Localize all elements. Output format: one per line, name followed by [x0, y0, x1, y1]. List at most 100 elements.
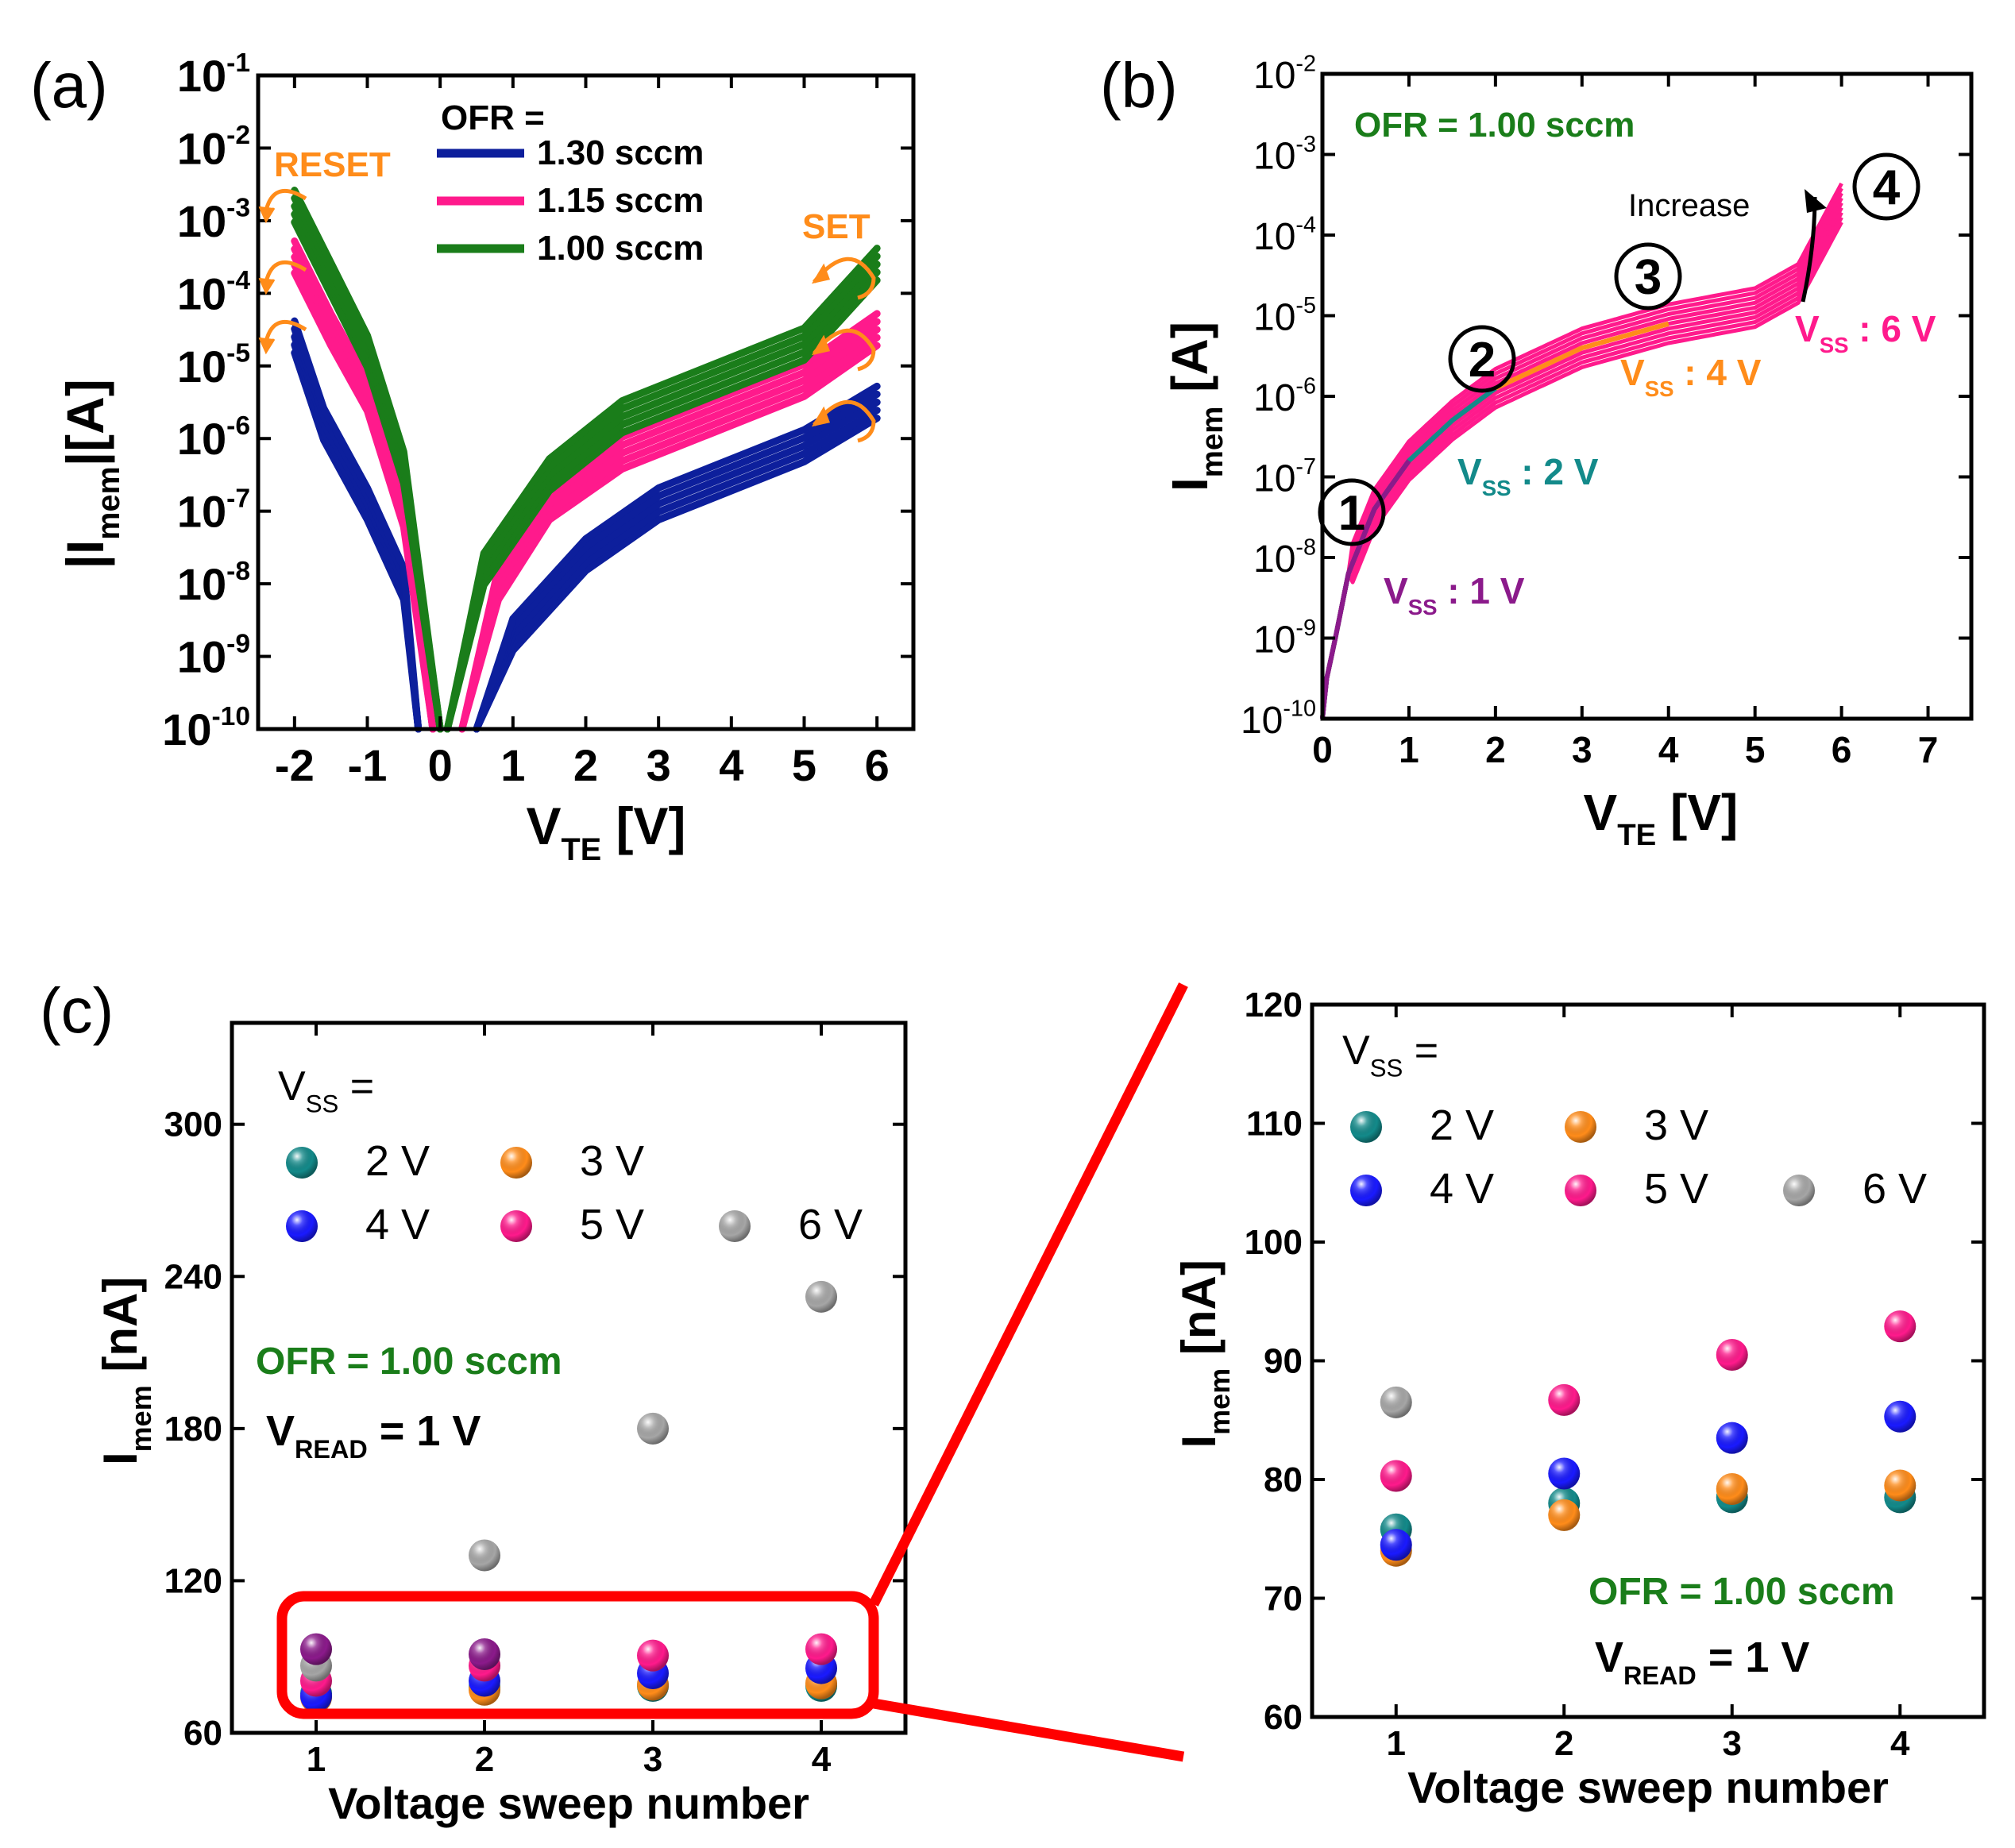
y-axis-label-rest: [nA]: [1172, 1260, 1226, 1368]
data-point-shade: [1884, 1469, 1917, 1502]
y-tick-label: 180: [164, 1410, 222, 1449]
data-point-shade: [805, 1280, 837, 1313]
legend-marker-shade: [1350, 1111, 1382, 1143]
legend-label: 2 V: [365, 1137, 430, 1185]
y-axis-label-rest: [nA]: [94, 1277, 147, 1386]
data-point-shade: [805, 1633, 837, 1665]
legend-label: 1.00 sccm: [537, 229, 704, 268]
data-point-shade: [1548, 1499, 1581, 1531]
legend-marker-shade: [286, 1147, 318, 1179]
y-tick-label-base: 10: [1253, 619, 1295, 662]
panel-c-zoom-chart: 1 2 3 4 60 70 80 90 100 110 120 Voltage sweep numbe…: [1172, 986, 1986, 1812]
series-5V: [1380, 1310, 1917, 1492]
vss-label-main: V: [1384, 570, 1408, 611]
y-tick-label: 10-6: [1253, 373, 1316, 419]
step-marker-circle: [1614, 242, 1682, 311]
x-axis-label: Voltage sweep number: [1407, 1762, 1889, 1812]
y-tick-label-base: 10: [177, 268, 226, 318]
series-2-neg-line: [291, 187, 444, 733]
series-6V: [300, 1280, 837, 1682]
legend-label: 1.15 sccm: [537, 181, 704, 220]
series-4V: [300, 1652, 837, 1712]
y-axis-label-rest: |[A]: [56, 379, 116, 466]
legend-label: 5 V: [580, 1201, 644, 1248]
y-tick-label: 120: [1245, 986, 1303, 1024]
legend-marker-shade: [719, 1210, 751, 1242]
data-point-shade: [1716, 1472, 1748, 1505]
y-tick-label-base: 10: [177, 341, 226, 392]
legend-title-main: V: [1342, 1028, 1370, 1074]
legend-title-sub: SS: [306, 1090, 339, 1118]
x-axis-label-sub: TE: [562, 832, 602, 867]
step-marker-circle: [1852, 152, 1920, 221]
vss-label: VSS : 2 V: [1457, 451, 1599, 500]
series-line: [1320, 211, 1843, 720]
y-tick-label-base: 10: [162, 704, 211, 754]
x-tick-label: 3: [647, 740, 671, 790]
y-tick-label-exp: -8: [1295, 534, 1316, 560]
vss-label-sub: SS: [1482, 476, 1511, 500]
legend-label: 5 V: [1644, 1165, 1708, 1213]
y-tick-label: 80: [1264, 1460, 1303, 1499]
x-axis-label-sub: TE: [1617, 818, 1656, 852]
vread-label-rest: = 1 V: [1697, 1634, 1810, 1681]
x-tick-label: -2: [275, 740, 315, 790]
set-arrow: [813, 399, 876, 443]
legend-title: VSS =: [1342, 1028, 1438, 1082]
series-vss-2: [1320, 386, 1497, 720]
y-tick-label-base: 10: [177, 487, 226, 537]
x-tick-label: 5: [1745, 729, 1766, 770]
reset-label: RESET: [274, 145, 391, 184]
vss-label-sub: SS: [1820, 333, 1849, 357]
vss-label-main: V: [1620, 352, 1645, 393]
y-tick-label: 10-9: [1253, 615, 1316, 662]
y-tick-label-exp: -3: [1295, 132, 1316, 157]
data-point-shade: [300, 1633, 332, 1665]
y-axis-label: Imem [A]: [1161, 322, 1229, 492]
y-tick-label-base: 10: [177, 632, 226, 682]
y-axis-label-sub: mem: [125, 1385, 157, 1452]
legend-title-sub: SS: [1370, 1055, 1403, 1082]
panel-label-c: (c): [40, 975, 114, 1046]
legend: VSS = 2 V 3 V 4 V 5 V 6 V: [1342, 1028, 1927, 1213]
data-point-shade: [1716, 1422, 1748, 1454]
series-line: [1320, 197, 1843, 720]
y-tick-label-base: 10: [1253, 297, 1295, 339]
reset-arrow-head: [258, 337, 276, 355]
legend-label: 6 V: [798, 1201, 863, 1248]
y-axis-label-main: I: [1161, 477, 1218, 492]
y-axis-label-main: I: [1172, 1435, 1226, 1449]
vss-label: VSS : 1 V: [1384, 570, 1525, 619]
series-line: [1320, 386, 1497, 720]
step-marker-label: 2: [1469, 333, 1496, 388]
data-point-shade: [1884, 1400, 1917, 1433]
vss-label-rest: : 6 V: [1849, 308, 1936, 349]
legend-marker-shade: [286, 1210, 318, 1242]
y-tick-label-exp: -7: [1295, 454, 1316, 480]
y-tick-label: 10-4: [1253, 212, 1316, 258]
x-tick-label: 1: [500, 740, 525, 790]
y-tick-label-base: 10: [177, 51, 226, 101]
y-tick-label: 10-1: [177, 48, 250, 101]
series-2V: [1380, 1481, 1917, 1545]
legend-marker-shade: [500, 1210, 532, 1242]
set-label: SET: [802, 207, 870, 246]
vss-label-rest: : 2 V: [1511, 451, 1599, 492]
legend-label: 3 V: [580, 1137, 644, 1185]
y-tick-label-base: 10: [1253, 458, 1295, 500]
y-tick-label-exp: -3: [226, 194, 250, 223]
x-tick-label: 6: [865, 740, 890, 790]
plot-frame: [230, 1020, 908, 1735]
y-tick-label-exp: -1: [226, 48, 250, 78]
reset-arrow: [264, 320, 307, 342]
y-axis-label-sub: mem: [91, 466, 126, 539]
y-tick-label: 120: [164, 1561, 222, 1600]
y-tick-label-exp: -5: [226, 339, 250, 368]
y-tick-label: 100: [1245, 1223, 1303, 1262]
series-0: [291, 317, 881, 733]
vread-label: VREAD = 1 V: [266, 1407, 481, 1464]
x-tick-label: 3: [1723, 1724, 1742, 1763]
legend-label: 4 V: [1430, 1165, 1494, 1213]
legend-marker-shade: [1565, 1111, 1596, 1143]
x-tick-label: 0: [1312, 729, 1333, 770]
